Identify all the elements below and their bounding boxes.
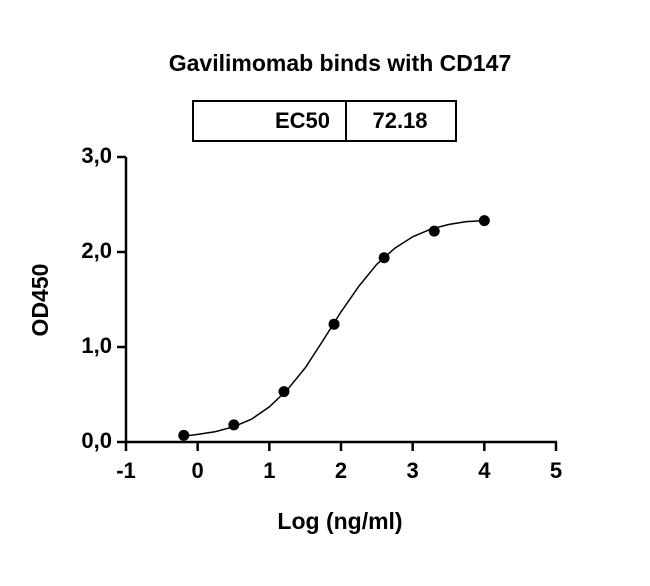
x-tick-label: 5 [550,458,562,483]
data-point [178,429,190,441]
y-axis-label: OD450 [27,264,53,337]
y-tick-label: 1,0 [81,333,112,358]
y-tick-label: 3,0 [81,143,112,168]
ec50-header: EC50 [275,108,330,133]
data-point [378,252,390,264]
ec50-box [192,100,457,142]
data-point [428,225,440,237]
x-tick-label: 3 [407,458,419,483]
chart-title: Gavilimomab binds with CD147 [169,50,512,76]
data-point [278,386,290,398]
x-tick-label: 2 [335,458,347,483]
data-point [328,318,340,330]
y-tick-label: 0,0 [81,428,112,453]
x-tick-label: 4 [478,458,491,483]
x-tick-label: 0 [192,458,204,483]
data-point [478,215,490,227]
x-tick-label: -1 [116,458,136,483]
x-axis-label: Log (ng/ml) [277,508,402,534]
data-point [228,419,240,431]
y-tick-label: 2,0 [81,238,112,263]
ec50-value: 72.18 [372,108,427,133]
x-tick-label: 1 [263,458,275,483]
